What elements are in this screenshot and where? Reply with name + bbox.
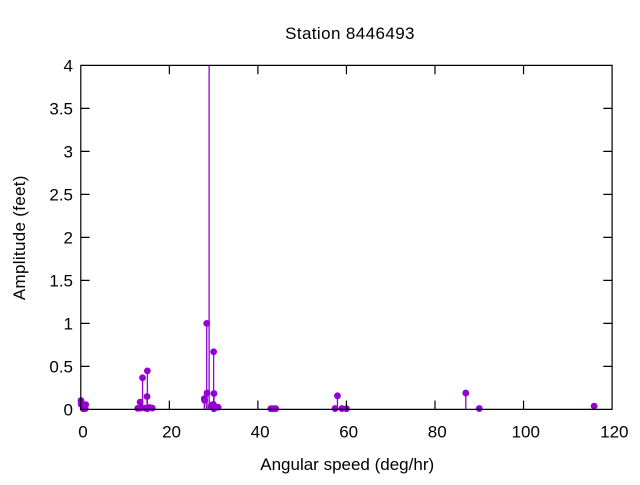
svg-text:40: 40 [251,423,270,442]
svg-text:4: 4 [64,57,73,76]
svg-text:1.5: 1.5 [49,272,73,291]
svg-text:120: 120 [600,423,628,442]
svg-text:1: 1 [64,315,73,334]
svg-text:0.5: 0.5 [49,358,73,377]
svg-text:2.5: 2.5 [49,186,73,205]
svg-text:2: 2 [64,229,73,248]
svg-text:60: 60 [339,423,358,442]
svg-text:3.5: 3.5 [49,100,73,119]
svg-text:80: 80 [428,423,447,442]
svg-text:0: 0 [78,423,87,442]
svg-text:3: 3 [64,143,73,162]
svg-text:Amplitude (feet): Amplitude (feet) [10,175,29,300]
svg-text:20: 20 [162,423,181,442]
svg-text:Station 8446493: Station 8446493 [285,24,415,43]
svg-text:100: 100 [512,423,540,442]
svg-text:0: 0 [64,401,73,420]
svg-text:Angular speed (deg/hr): Angular speed (deg/hr) [260,455,434,474]
